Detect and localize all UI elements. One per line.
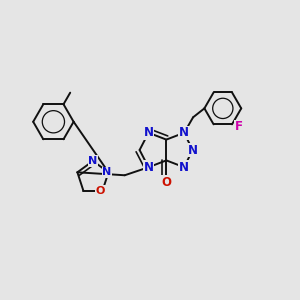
Text: N: N [143,126,154,139]
Text: N: N [188,143,197,157]
Text: N: N [88,156,98,166]
Text: N: N [179,161,189,174]
Text: O: O [95,186,105,196]
Text: N: N [179,126,189,139]
Text: F: F [235,120,243,133]
Text: N: N [143,161,154,174]
Text: N: N [102,167,112,177]
Text: O: O [161,176,171,189]
